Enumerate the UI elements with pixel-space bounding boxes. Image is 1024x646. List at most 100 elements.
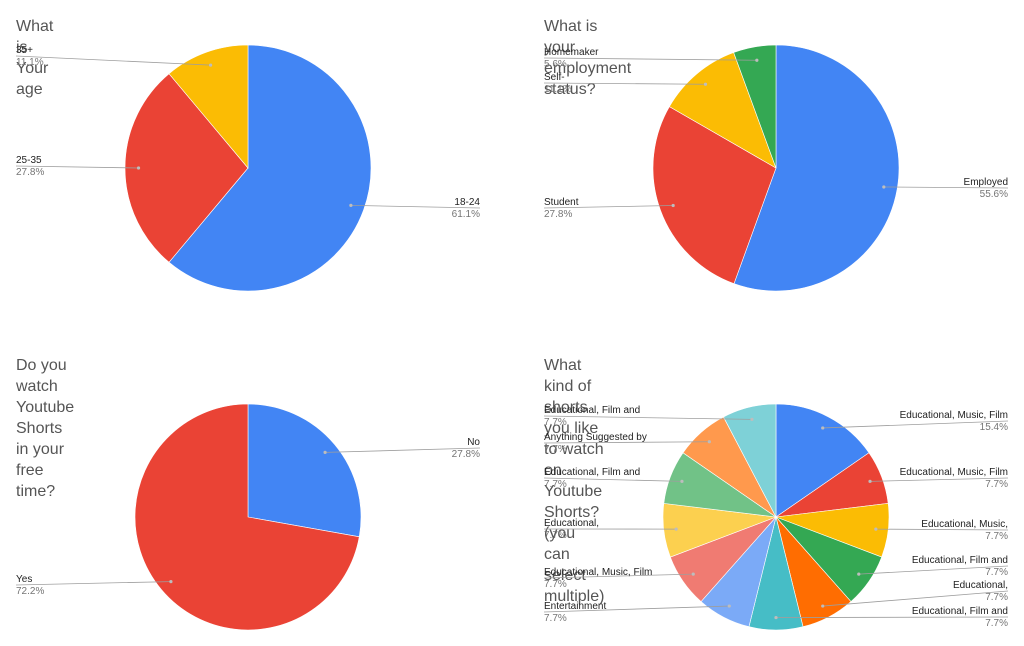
slice-percent: 7.7% [544,613,567,624]
pie-slice [775,403,870,518]
pie-slice [247,403,362,538]
slice-percent: 7.7% [985,567,1008,578]
leader-dot [208,63,213,67]
leader-dot [868,479,872,483]
slice-label: Educational, Film and [544,405,640,416]
leader-dot [727,604,731,608]
slice-label: Educational, Music, Film [900,467,1008,478]
slice-label: Educational, Music, [921,519,1008,530]
leader-line [822,420,1009,429]
leader-line [858,565,1009,575]
slice-percent: 27.8% [452,449,480,460]
leader-dot [691,572,695,576]
leader-line [543,82,706,85]
pie-slices [124,44,372,292]
leader-line [775,616,1009,618]
leader-line [822,590,1009,607]
pie-slice [134,403,360,631]
slice-label: Educational, Music, Film [900,410,1008,421]
leader-dot [882,185,886,189]
slice-percent: 27.8% [544,209,572,220]
pie-slice [669,52,777,169]
slice-label: Employed [964,177,1008,188]
slice-percent: 7.7% [985,592,1008,603]
pie-slice [168,44,249,169]
slice-percent: 11.1% [16,57,44,68]
leader-dot [874,527,878,531]
leader-line [543,57,757,61]
leader-line [15,55,211,66]
leader-dot [821,604,825,608]
leader-dot [857,572,861,576]
slice-percent: 72.2% [16,586,44,597]
chart-title-line: can select multiple) [544,546,605,605]
slice-label: Homemaker [544,47,599,58]
slice-percent: 7.7% [544,444,567,455]
leader-line [883,186,1009,189]
slice-label: Yes [16,574,32,585]
leader-dot [671,203,675,208]
pie-slice [733,44,900,292]
slice-percent: 7.7% [544,579,567,590]
slice-label: Educational, Film and [912,555,1008,566]
slice-percent: 7.7% [544,417,567,428]
slice-label: Student [544,197,579,208]
slice-percent: 7.7% [985,479,1008,490]
slice-percent: 7.7% [544,479,567,490]
slice-label: Anything Suggested by [544,432,647,443]
slice-label: Entertainment [544,601,606,612]
slice-label: 25-35 [16,155,42,166]
pie-slices [652,44,900,292]
leader-dot [821,426,825,430]
leader-line [543,605,730,613]
pie-slice [723,403,777,518]
leader-dot [750,417,754,421]
slice-label: No [467,437,480,448]
slice-percent: 15.4% [980,422,1008,433]
pie-slices [662,403,890,631]
leader-line [325,447,481,453]
leader-dot [136,166,141,170]
leader-line [543,477,682,482]
slice-label: Educational, [544,518,599,529]
leader-line [543,415,752,420]
slice-percent: 7.7% [544,530,567,541]
leader-line [350,205,481,209]
pie-slice [652,106,777,284]
leader-dot [349,203,353,208]
leader-dot [680,479,684,483]
slice-label: Educational, Film and [544,467,640,478]
chart-title-line: What kind of shorts you like to watch on… [544,357,604,542]
slice-percent: 7.7% [985,531,1008,542]
leader-dot [674,527,678,531]
leader-line [543,573,694,579]
slice-label: 18-24 [454,197,480,208]
slice-percent: 55.6% [980,189,1008,200]
chart-title: What is your employment status? [544,18,632,98]
slice-percent: 27.8% [16,167,44,178]
slice-percent: 11.1% [544,84,572,95]
leader-line [543,441,710,444]
chart-title: Do you watch Youtube Shorts in your free… [16,357,75,500]
slice-label: Self- [544,72,565,83]
leader-dot [707,440,711,444]
slice-label: 35+ [16,45,33,56]
leader-line [543,205,674,209]
slice-label: Educational, Film and [912,606,1008,617]
slice-label: Educational, Music, Film [544,567,652,578]
slice-percent: 61.1% [452,209,480,220]
leader-line [15,581,171,586]
chart-title: What kind of shorts you like to watch on… [544,355,604,607]
leader-dot [774,615,778,620]
slice-percent: 5.6% [544,59,567,70]
pie-slice [733,44,777,169]
slice-label: Educational, [953,580,1008,591]
leader-dot [169,579,173,584]
leader-line [875,528,1009,531]
